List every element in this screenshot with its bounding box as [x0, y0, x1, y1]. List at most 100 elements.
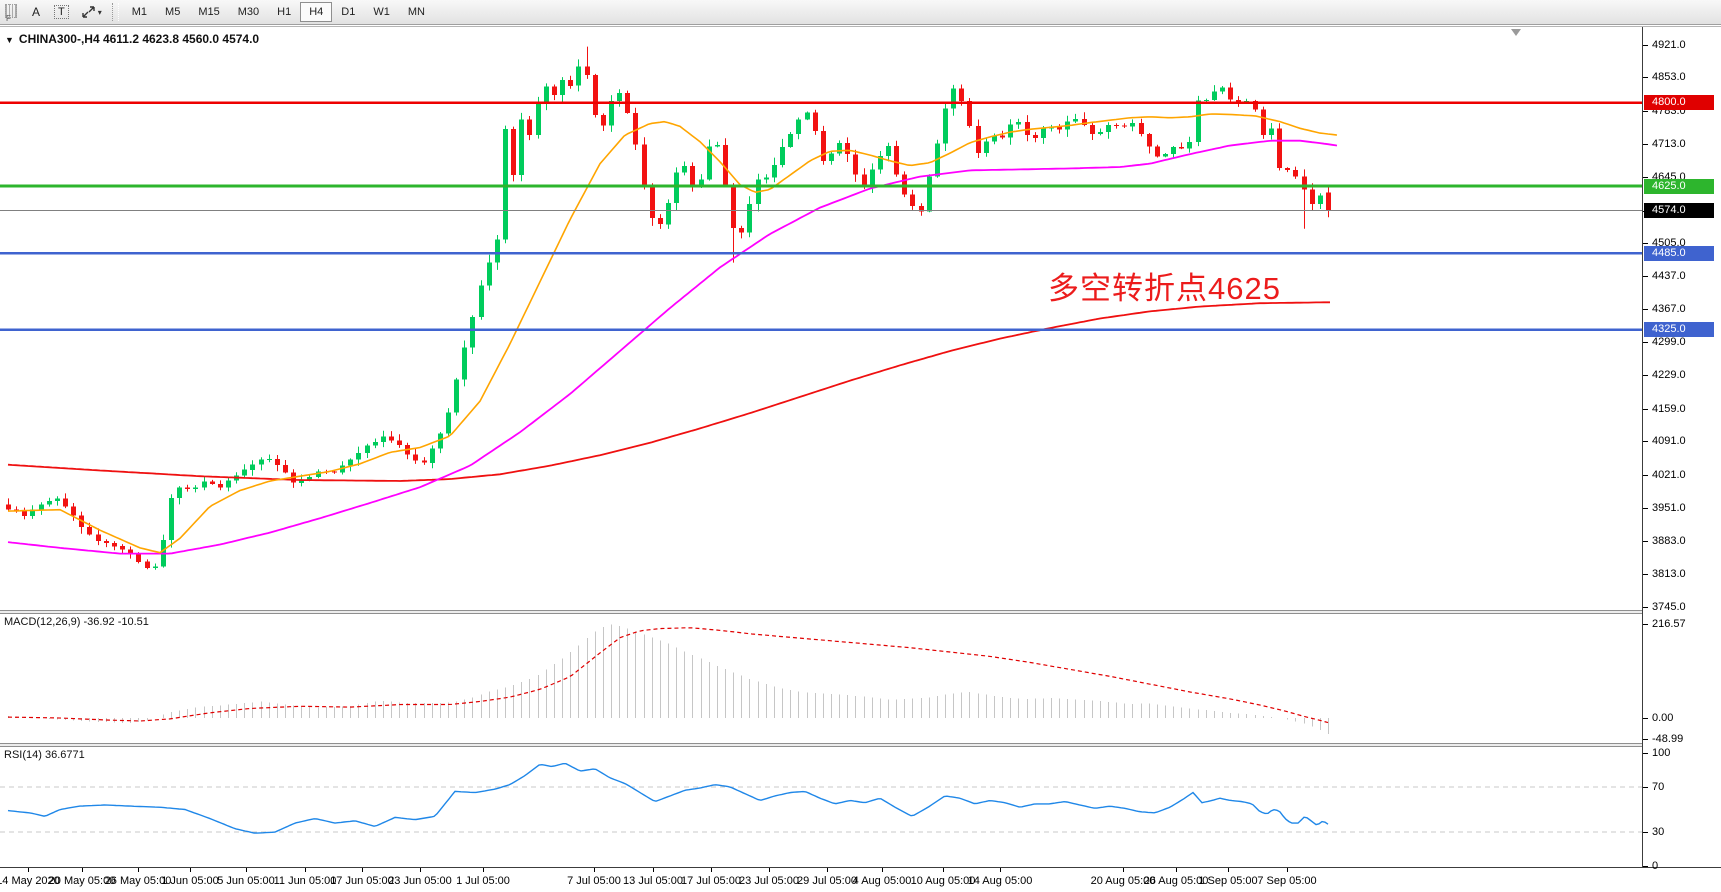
price-tick: [1643, 77, 1648, 78]
grip-label: F: [6, 14, 11, 23]
price-tick: [1643, 45, 1648, 46]
candle-body: [1057, 126, 1062, 130]
timeframe-button-d1[interactable]: D1: [332, 2, 364, 22]
candle-body: [699, 179, 704, 186]
price-badge-4325.0: 4325.0: [1644, 322, 1714, 337]
symbol-ohlc-text: CHINA300-,H4 4611.2 4623.8 4560.0 4574.0: [18, 32, 260, 46]
timeframe-button-m5[interactable]: M5: [156, 2, 189, 22]
price-tick: [1643, 375, 1648, 376]
time-label: 26 Aug 05:00: [1143, 875, 1209, 887]
candle-body: [1106, 125, 1111, 132]
timeframe-button-mn[interactable]: MN: [399, 2, 434, 22]
price-tick: [1643, 441, 1648, 442]
price-label: 4437.0: [1652, 270, 1686, 282]
candle-body: [71, 506, 76, 516]
candle-body: [845, 143, 850, 155]
panel-separator[interactable]: [0, 610, 1642, 614]
candle-body: [495, 239, 500, 263]
candle-body: [1082, 118, 1087, 126]
candle-body: [283, 465, 288, 473]
candle-body: [259, 459, 264, 465]
candle-body: [1179, 147, 1184, 149]
rsi-tick: [1643, 866, 1648, 867]
time-label: 23 Jun 05:00: [388, 875, 452, 887]
toolbar: F A T ▾ M1 M5 M15 M30 H1 H4 D1 W1 MN: [0, 0, 1721, 25]
candle-body: [927, 176, 932, 212]
time-tick: [420, 868, 421, 872]
candle-body: [63, 498, 68, 507]
time-tick: [190, 868, 191, 872]
time-label: 17 Jul 05:00: [681, 875, 741, 887]
rsi-tick: [1643, 787, 1648, 788]
price-tick: [1643, 409, 1648, 410]
candle-body: [747, 204, 752, 233]
candle-body: [650, 187, 655, 219]
candle-body: [1253, 101, 1258, 110]
candle-body: [658, 218, 663, 225]
candle-body: [967, 101, 972, 127]
candle-body: [1041, 128, 1046, 138]
chart-window[interactable]: ▼ CHINA300-,H4 4611.2 4623.8 4560.0 4574.…: [0, 26, 1721, 892]
candle-body: [707, 146, 712, 180]
price-label: 3951.0: [1652, 502, 1686, 514]
candle-body: [1204, 100, 1209, 102]
macd-panel[interactable]: [0, 614, 1642, 743]
macd-label: -48.99: [1652, 733, 1684, 745]
candle-body: [454, 379, 459, 413]
timeframe-button-m15[interactable]: M15: [189, 2, 228, 22]
candle-body: [193, 487, 198, 490]
candle-body: [1122, 125, 1127, 127]
candle-body: [1139, 123, 1144, 134]
candle-body: [682, 166, 687, 173]
candle-body: [365, 445, 370, 453]
candle-body: [902, 174, 907, 195]
time-label: 13 Jul 05:00: [623, 875, 683, 887]
toolbar-separator: [111, 3, 119, 21]
candle-body: [560, 80, 565, 96]
time-tick: [246, 868, 247, 872]
timeframe-button-m1[interactable]: M1: [123, 2, 156, 22]
draw-text-label-button[interactable]: T: [48, 2, 75, 23]
candle-body: [1000, 135, 1005, 138]
timeframe-button-h1[interactable]: H1: [268, 2, 300, 22]
panel-separator[interactable]: [0, 743, 1642, 747]
time-label: 20 May 05:00: [48, 875, 116, 887]
text-label-icon: T: [54, 5, 69, 19]
candle-body: [389, 436, 394, 441]
price-scale[interactable]: 4921.04853.04783.04713.04645.04574.04505…: [1642, 27, 1721, 872]
time-tick: [769, 868, 770, 872]
rsi-panel[interactable]: [0, 747, 1642, 867]
price-label: 3883.0: [1652, 535, 1686, 547]
timeframe-button-m30[interactable]: M30: [229, 2, 268, 22]
symbol-collapse-icon[interactable]: ▼: [5, 35, 14, 45]
price-tick: [1643, 342, 1648, 343]
candle-body: [1163, 153, 1168, 157]
candle-body: [202, 481, 207, 488]
draw-text-a-button[interactable]: A: [24, 2, 48, 23]
main-price-panel[interactable]: [0, 27, 1642, 610]
time-label: 7 Sep 05:00: [1257, 875, 1317, 887]
timeframe-button-h4[interactable]: H4: [300, 2, 333, 22]
timeframe-button-w1[interactable]: W1: [364, 2, 399, 22]
candle-body: [210, 481, 215, 484]
chart-annotation-text[interactable]: 多空转折点4625: [1048, 271, 1281, 306]
time-tick: [1000, 868, 1001, 872]
price-tick: [1643, 177, 1648, 178]
price-badge-4625.0: 4625.0: [1644, 179, 1714, 194]
candle-body: [120, 546, 125, 550]
chart-shift-marker[interactable]: [1511, 29, 1521, 36]
candle-body: [422, 460, 427, 463]
candle-body: [674, 172, 679, 204]
time-axis[interactable]: 14 May 2020 20 May 05:00 26 May 05:00 1 Jun…: [0, 867, 1721, 892]
candle-body: [1326, 192, 1331, 211]
candle-body: [462, 347, 467, 380]
price-label: 4091.0: [1652, 435, 1686, 447]
time-label: 14 Aug 05:00: [967, 875, 1033, 887]
toolbar-grip-icon[interactable]: F: [4, 3, 18, 23]
cursor-arrows-button[interactable]: ▾: [75, 2, 108, 23]
candle-body: [1187, 142, 1192, 149]
price-badge-4800.0: 4800.0: [1644, 95, 1714, 110]
candle-body: [886, 146, 891, 157]
candle-body: [1220, 87, 1225, 92]
price-tick: [1643, 309, 1648, 310]
